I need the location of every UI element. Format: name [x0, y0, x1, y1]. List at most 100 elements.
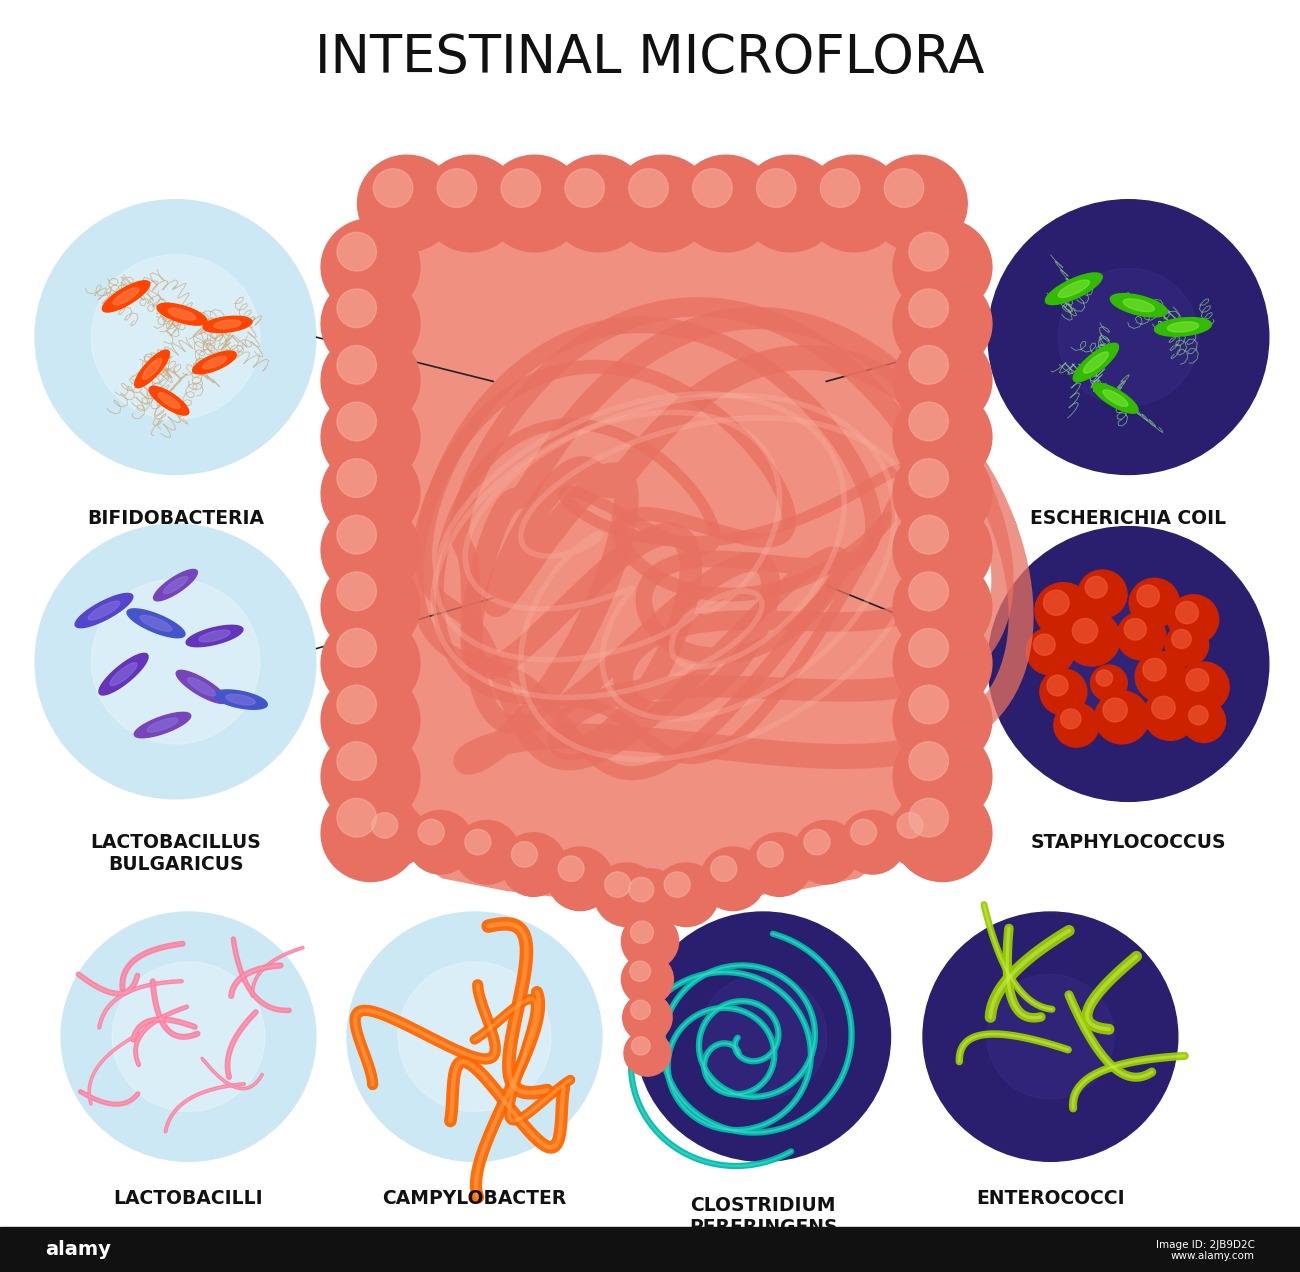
Circle shape: [629, 878, 654, 902]
Circle shape: [909, 628, 949, 668]
Circle shape: [421, 155, 520, 252]
Polygon shape: [168, 308, 196, 321]
Polygon shape: [1045, 273, 1102, 304]
Circle shape: [664, 871, 690, 897]
Circle shape: [923, 912, 1178, 1161]
Circle shape: [893, 728, 992, 826]
Circle shape: [549, 155, 647, 252]
Polygon shape: [159, 393, 179, 408]
Circle shape: [1165, 623, 1209, 667]
Circle shape: [321, 219, 420, 315]
Polygon shape: [1167, 322, 1199, 332]
Circle shape: [632, 1037, 650, 1054]
Circle shape: [337, 289, 377, 328]
Circle shape: [1058, 595, 1199, 733]
Text: Image ID: 2JB9D2C
www.alamy.com: Image ID: 2JB9D2C www.alamy.com: [1156, 1240, 1254, 1261]
Circle shape: [1054, 703, 1098, 747]
Text: BIFIDOBACTERIA: BIFIDOBACTERIA: [87, 509, 264, 528]
Circle shape: [868, 155, 967, 252]
Circle shape: [654, 862, 719, 926]
Text: ESCHERICHIA COIL: ESCHERICHIA COIL: [1031, 509, 1226, 528]
Polygon shape: [164, 576, 187, 594]
Polygon shape: [103, 281, 150, 312]
Circle shape: [321, 672, 420, 768]
Circle shape: [566, 169, 604, 207]
Circle shape: [1061, 709, 1080, 729]
Circle shape: [909, 799, 949, 837]
Circle shape: [337, 346, 377, 384]
Polygon shape: [88, 602, 120, 619]
Polygon shape: [140, 616, 172, 631]
Polygon shape: [99, 654, 148, 695]
Circle shape: [465, 829, 491, 855]
Polygon shape: [203, 317, 252, 332]
Circle shape: [909, 459, 949, 497]
Circle shape: [909, 402, 949, 441]
Circle shape: [909, 572, 949, 611]
Circle shape: [909, 515, 949, 555]
Circle shape: [741, 155, 840, 252]
Circle shape: [701, 847, 766, 911]
Circle shape: [630, 921, 654, 944]
Circle shape: [321, 332, 420, 429]
Circle shape: [321, 616, 420, 712]
Circle shape: [1130, 579, 1179, 627]
Circle shape: [321, 501, 420, 599]
Circle shape: [337, 233, 377, 271]
Polygon shape: [226, 695, 255, 705]
Circle shape: [805, 155, 904, 252]
Polygon shape: [75, 594, 133, 627]
Text: ENTEROCOCCI: ENTEROCOCCI: [976, 1189, 1124, 1208]
Circle shape: [1078, 570, 1127, 618]
Circle shape: [757, 169, 796, 207]
Circle shape: [793, 820, 858, 884]
Circle shape: [321, 558, 420, 655]
Circle shape: [909, 686, 949, 724]
Circle shape: [337, 572, 377, 611]
Polygon shape: [1123, 299, 1154, 312]
Circle shape: [803, 829, 829, 855]
Circle shape: [893, 445, 992, 542]
Circle shape: [1144, 689, 1196, 740]
Circle shape: [893, 332, 992, 429]
Polygon shape: [127, 609, 185, 637]
Circle shape: [500, 833, 566, 897]
Circle shape: [35, 200, 316, 474]
Circle shape: [1169, 595, 1218, 644]
Circle shape: [1117, 612, 1166, 660]
Circle shape: [619, 869, 681, 930]
Circle shape: [893, 501, 992, 599]
Circle shape: [112, 962, 265, 1112]
Circle shape: [1124, 618, 1147, 640]
Circle shape: [361, 804, 426, 868]
Circle shape: [747, 833, 812, 897]
Circle shape: [419, 819, 445, 845]
Circle shape: [893, 388, 992, 485]
Circle shape: [61, 912, 316, 1161]
Circle shape: [820, 169, 859, 207]
Polygon shape: [1074, 343, 1118, 382]
Text: CAMPYLOBACTER: CAMPYLOBACTER: [382, 1189, 567, 1208]
Circle shape: [337, 628, 377, 668]
Circle shape: [35, 524, 316, 799]
Circle shape: [455, 820, 520, 884]
Circle shape: [1135, 651, 1187, 702]
Text: CLOSTRIDIUM
PERFRINGENS: CLOSTRIDIUM PERFRINGENS: [689, 1196, 837, 1236]
Circle shape: [558, 856, 584, 881]
Text: INTESTINAL MICROFLORA: INTESTINAL MICROFLORA: [315, 32, 985, 84]
Polygon shape: [203, 356, 226, 369]
Circle shape: [893, 672, 992, 768]
Circle shape: [1095, 691, 1149, 744]
Circle shape: [988, 527, 1269, 801]
Circle shape: [893, 616, 992, 712]
Circle shape: [887, 804, 952, 868]
Circle shape: [1143, 659, 1166, 681]
Circle shape: [511, 842, 537, 868]
Circle shape: [630, 1000, 650, 1020]
Polygon shape: [143, 359, 161, 379]
Circle shape: [1096, 670, 1113, 686]
Circle shape: [624, 1030, 671, 1076]
Polygon shape: [147, 719, 178, 731]
Polygon shape: [150, 387, 188, 415]
Circle shape: [629, 169, 668, 207]
